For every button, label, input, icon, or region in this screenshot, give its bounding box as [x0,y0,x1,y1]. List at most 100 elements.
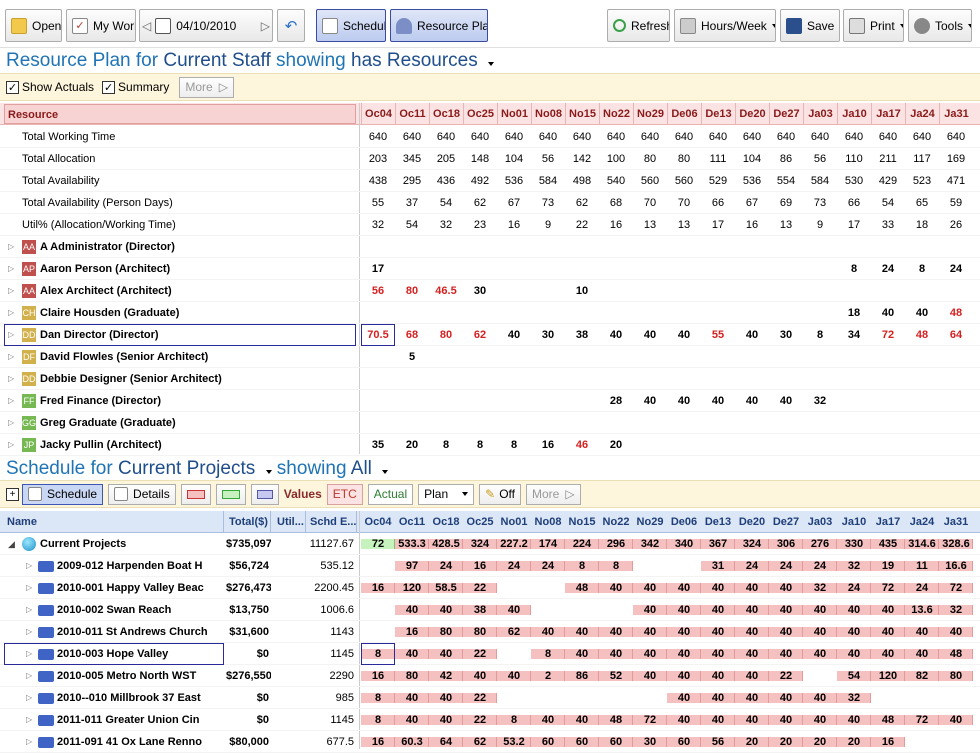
total-column-header[interactable]: Total($) [226,511,271,533]
resource-row[interactable]: ▷ CH Claire Housden (Graduate) 18 40 40 48 [0,302,980,324]
allocation-cell[interactable] [735,258,769,280]
allocation-cell[interactable]: 8 [476,439,484,451]
schedule-cell[interactable]: 20 [813,736,827,748]
schedule-cell[interactable]: 20 [745,736,759,748]
schedule-cell[interactable] [361,555,395,577]
schedule-cell[interactable]: 435 [878,538,898,550]
allocation-cell[interactable]: 40 [507,329,521,341]
schedule-cell[interactable]: 40 [677,604,691,616]
allocation-cell[interactable]: 80 [405,285,419,297]
allocation-cell[interactable] [769,258,803,280]
schedule-week-header-ja03[interactable]: Ja03 [807,516,833,528]
allocation-cell[interactable] [803,236,837,258]
schedule-cell[interactable]: 8 [612,560,620,572]
allocation-cell[interactable] [429,368,463,390]
allocation-cell[interactable] [361,236,395,258]
schedule-cell[interactable] [871,687,905,709]
schedule-cell[interactable]: 40 [507,670,521,682]
next-date-icon[interactable]: ▷ [260,18,270,33]
schedule-cell[interactable]: 24 [507,560,521,572]
schedule-cell[interactable]: 11 [916,560,928,572]
allocation-cell[interactable] [769,412,803,434]
project-row[interactable]: ▷ 2010-005 Metro North WST $276,550 2290 16 8… [0,665,980,687]
schedule-cell[interactable]: 330 [844,538,864,550]
resource-column-header[interactable]: Resource [4,104,356,124]
schedule-cell[interactable]: 16.6 [945,560,967,572]
schedule-cell[interactable]: 24 [745,560,759,572]
schedule-cell[interactable]: 40 [881,648,895,660]
schedule-cell[interactable]: 40 [949,626,963,638]
schedule-cell[interactable]: 72 [643,714,657,726]
schedule-week-header-ja17[interactable]: Ja17 [875,516,901,528]
schedule-week-header-de27[interactable]: De27 [772,516,800,528]
chevron-down-icon[interactable] [488,62,495,66]
schedule-cell[interactable]: 40 [711,582,725,594]
allocation-cell[interactable] [803,258,837,280]
expand-arrow-icon[interactable]: ▷ [8,286,15,295]
schedule-cell[interactable]: 40 [541,626,555,638]
allocation-cell[interactable] [735,236,769,258]
week-header-no01[interactable]: No01 [497,103,531,125]
schedule-cell[interactable]: 40 [779,604,793,616]
schedule-cell[interactable] [599,687,633,709]
schedule-cell[interactable]: 40 [405,604,419,616]
schedule-cell[interactable]: 16 [371,670,385,682]
allocation-cell[interactable]: 40 [745,395,759,407]
allocation-cell[interactable] [531,236,565,258]
schedule-cell[interactable]: 40 [745,626,759,638]
schedule-cell[interactable]: 16 [371,582,385,594]
schedule-cell[interactable]: 24 [915,582,929,594]
allocation-cell[interactable]: 72 [881,329,895,341]
allocation-cell[interactable]: 24 [949,263,963,275]
allocation-cell[interactable] [463,346,497,368]
week-header-ja31[interactable]: Ja31 [939,103,973,125]
resource-name[interactable]: Alex Architect (Architect) [40,285,172,297]
allocation-cell[interactable]: 40 [745,329,759,341]
schedule-cell[interactable]: 367 [708,538,728,550]
schedule-cell[interactable]: 2 [544,670,552,682]
schedule-cell[interactable]: 80 [473,626,487,638]
week-header-no08[interactable]: No08 [531,103,565,125]
project-row[interactable]: ▷ 2010-003 Hope Valley $0 1145 8 40 40 22 8 40 40 4… [0,643,980,665]
allocation-cell[interactable] [735,280,769,302]
schedule-cell[interactable]: 40 [643,670,657,682]
schedule-cell[interactable]: 40 [711,714,725,726]
resource-name[interactable]: Claire Housden (Graduate) [40,307,180,319]
allocation-cell[interactable] [395,390,429,412]
schedule-cell[interactable]: 8 [374,692,382,704]
schedule-cell[interactable]: 48 [575,582,589,594]
schedule-cell[interactable]: 40 [609,626,623,638]
allocation-cell[interactable] [565,412,599,434]
week-header-ja17[interactable]: Ja17 [871,103,905,125]
schedule-cell[interactable]: 40 [745,582,759,594]
allocation-cell[interactable]: 40 [677,329,691,341]
allocation-cell[interactable] [803,280,837,302]
schedule-week-header-oc04[interactable]: Oc04 [364,516,392,528]
schedule-cell[interactable]: 40 [439,648,453,660]
schedule-cell[interactable]: 40 [881,626,895,638]
allocation-cell[interactable]: 32 [813,395,827,407]
week-header-no29[interactable]: No29 [633,103,667,125]
expand-arrow-icon[interactable]: ▷ [26,737,33,746]
project-row[interactable]: ▷ 2010-002 Swan Reach $13,750 1006.6 40 40 38 4… [0,599,980,621]
schedule-week-header-ja10[interactable]: Ja10 [841,516,867,528]
allocation-cell[interactable] [871,280,905,302]
allocation-cell[interactable]: 17 [371,263,385,275]
allocation-cell[interactable] [599,280,633,302]
allocation-cell[interactable]: 80 [439,329,453,341]
expand-arrow-icon[interactable]: ▷ [26,649,33,658]
allocation-cell[interactable] [701,412,735,434]
schedule-cell[interactable] [565,599,599,621]
schedule-cell[interactable]: 16 [881,736,895,748]
schedule-cell[interactable] [905,687,939,709]
allocation-cell[interactable] [429,302,463,324]
allocation-cell[interactable] [497,390,531,412]
plan-dropdown[interactable]: Plan [418,483,475,505]
expand-arrow-icon[interactable]: ▷ [26,605,33,614]
allocation-cell[interactable] [701,280,735,302]
allocation-cell[interactable] [361,390,395,412]
schedule-cell[interactable]: 40 [439,604,453,616]
schedule-cell[interactable]: 72 [371,538,385,550]
schedule-cell[interactable]: 40 [745,604,759,616]
schedule-cell[interactable]: 24 [847,582,861,594]
